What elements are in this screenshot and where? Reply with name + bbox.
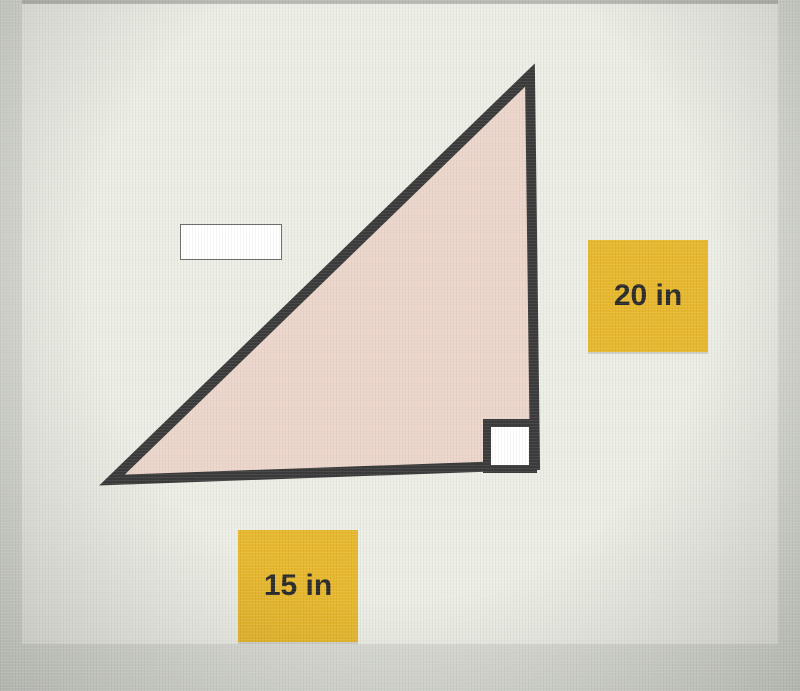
side-label-bottom: 15 in xyxy=(238,530,358,642)
side-label-right-text: 20 in xyxy=(614,279,682,313)
triangle-shape xyxy=(112,75,535,480)
side-label-bottom-text: 15 in xyxy=(264,569,332,603)
hypotenuse-input[interactable] xyxy=(180,224,282,260)
side-label-right: 20 in xyxy=(588,240,708,352)
right-angle-icon xyxy=(487,423,533,469)
